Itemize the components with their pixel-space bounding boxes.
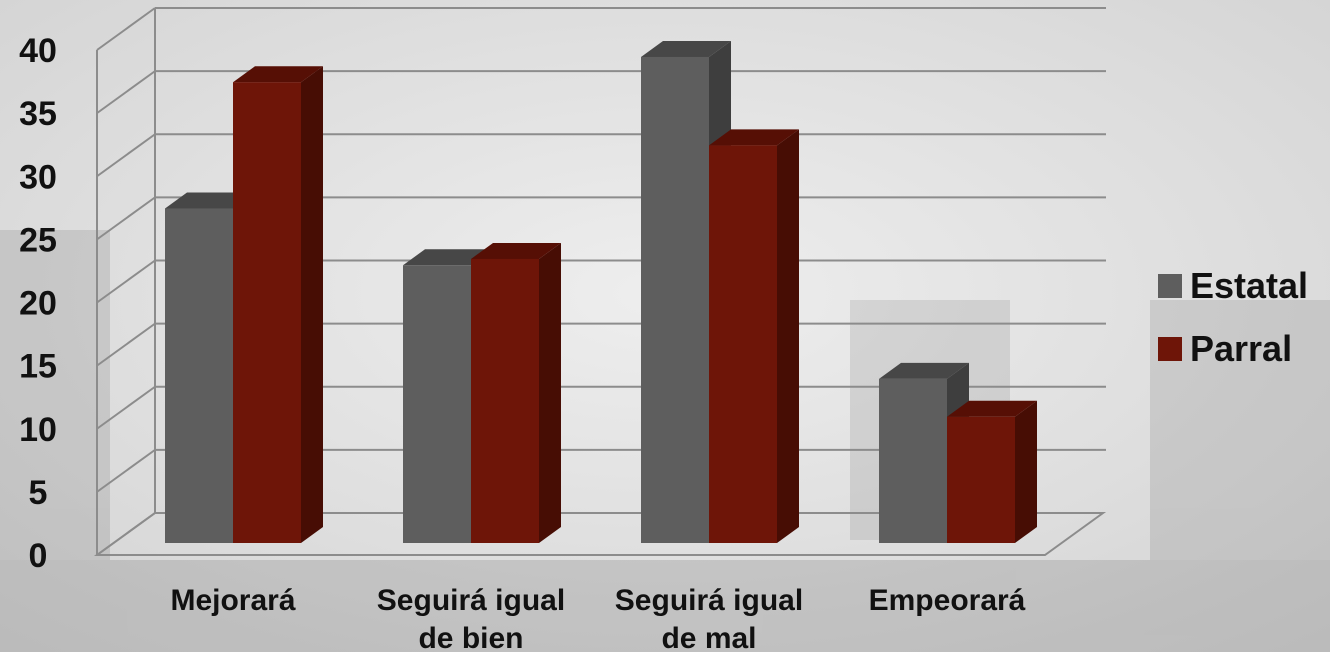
x-tick-label: Mejorará (170, 584, 295, 617)
gridline-side (96, 133, 156, 178)
bar-parral-3 (709, 129, 799, 543)
gridline-side (96, 259, 156, 304)
bar-front (165, 208, 233, 543)
bar-top (709, 129, 799, 146)
x-axis-labels: Mejorará Seguirá igual de bien Seguirá igua… (170, 584, 1025, 652)
y-tick-label: 35 (19, 95, 57, 133)
x-tick-label: Seguirá igual (377, 584, 565, 617)
bar-front (709, 145, 777, 543)
bar-top (471, 242, 561, 259)
gridline-side (96, 512, 156, 556)
background-scenery (0, 230, 1330, 652)
bar-front (471, 258, 539, 543)
bar-side (301, 66, 323, 543)
bar-top (233, 66, 323, 83)
bar-front (403, 265, 471, 543)
legend-label: Parral (1190, 328, 1292, 369)
gridline-side (96, 7, 156, 51)
legend-swatch (1158, 337, 1182, 361)
bar-top (641, 40, 731, 57)
bar-top (947, 400, 1037, 417)
bar-side (777, 129, 799, 543)
bar-front (947, 416, 1015, 543)
y-axis: 0 5 10 15 20 25 30 35 40 (19, 32, 57, 575)
bar-parral-4 (947, 400, 1037, 543)
y-tick-label: 30 (19, 158, 57, 196)
gridline-side (96, 196, 156, 241)
legend: Estatal Parral (1158, 265, 1308, 369)
y-tick-label: 0 (29, 537, 48, 575)
bar-side (1015, 400, 1037, 543)
bar-top (403, 249, 493, 266)
x-tick-label: Seguirá igual (615, 584, 803, 617)
bar-front (879, 378, 947, 543)
x-tick-label: de bien (418, 622, 523, 652)
x-tick-label: Empeorará (869, 584, 1026, 617)
bar-front (233, 82, 301, 543)
gridline-side (96, 70, 156, 114)
bar-parral-1 (233, 66, 323, 543)
y-tick-label: 20 (19, 285, 57, 323)
bar-front (641, 56, 709, 543)
gridline-side (96, 449, 156, 493)
bars (165, 40, 1037, 543)
x-tick-label: de mal (661, 622, 756, 652)
bar-side (539, 242, 561, 543)
y-tick-label: 15 (19, 348, 57, 386)
gridline-side (96, 385, 156, 430)
y-tick-label: 25 (19, 221, 57, 259)
bar-top (879, 362, 969, 379)
legend-swatch (1158, 274, 1182, 298)
y-tick-label: 5 (29, 474, 48, 512)
gridline-side (96, 322, 156, 367)
legend-label: Estatal (1190, 265, 1308, 306)
y-tick-label: 10 (19, 411, 57, 449)
y-tick-label: 40 (19, 32, 57, 70)
bar-parral-2 (471, 242, 561, 543)
bar-top (165, 192, 255, 209)
